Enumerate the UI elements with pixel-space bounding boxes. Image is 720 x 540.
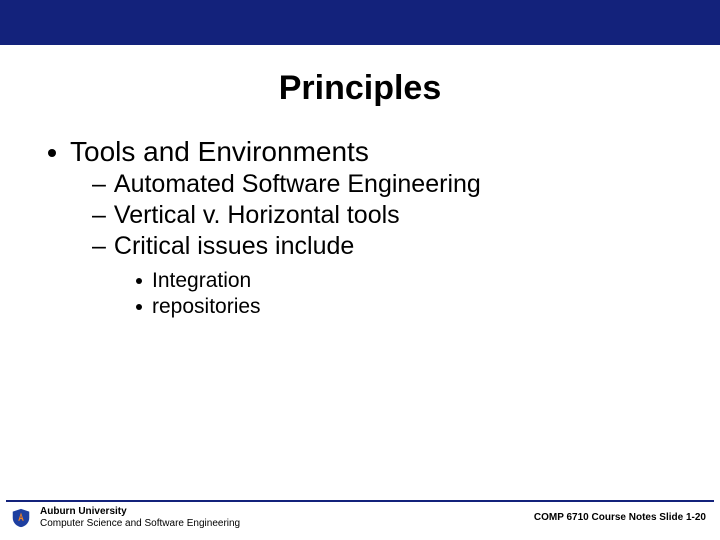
bullet-lvl2: – Automated Software Engineering [92,170,680,199]
bullet-lvl1-line: Tools and Environments [48,136,680,168]
bullet-lvl3: Integration [136,269,680,293]
bullet-lvl2-text: Critical issues include [114,232,354,261]
bullet-lvl2: – Vertical v. Horizontal tools [92,201,680,230]
dash-icon: – [92,201,106,230]
slide-body: Tools and Environments – Automated Softw… [48,136,680,319]
bullet-dot-icon [136,304,142,310]
footer-left: Auburn University Computer Science and S… [10,506,240,529]
bullet-lvl3-text: Integration [152,269,251,293]
bullet-lvl2-group: – Automated Software Engineering – Verti… [92,170,680,319]
footer-org: Auburn University Computer Science and S… [40,506,240,529]
footer-row: Auburn University Computer Science and S… [0,502,720,529]
bullet-lvl3-text: repositories [152,295,261,319]
au-shield-icon [10,507,32,529]
footer-right: COMP 6710 Course Notes Slide 1-20 [534,512,706,523]
bullet-lvl2-text: Automated Software Engineering [114,170,481,199]
bullet-lvl1-text: Tools and Environments [70,136,369,168]
footer-org-line2: Computer Science and Software Engineerin… [40,518,240,530]
bullet-lvl3-group: Integration repositories [136,269,680,319]
dash-icon: – [92,232,106,261]
bullet-lvl3: repositories [136,295,680,319]
header-band [0,0,720,45]
bullet-lvl1: Tools and Environments – Automated Softw… [48,136,680,319]
dash-icon: – [92,170,106,199]
slide-footer: Auburn University Computer Science and S… [0,500,720,540]
bullet-lvl2: – Critical issues include [92,232,680,261]
bullet-dot-icon [136,278,142,284]
bullet-lvl2-text: Vertical v. Horizontal tools [114,201,400,230]
footer-org-line1: Auburn University [40,506,240,518]
slide-title: Principles [0,69,720,108]
bullet-dot-icon [48,149,56,157]
